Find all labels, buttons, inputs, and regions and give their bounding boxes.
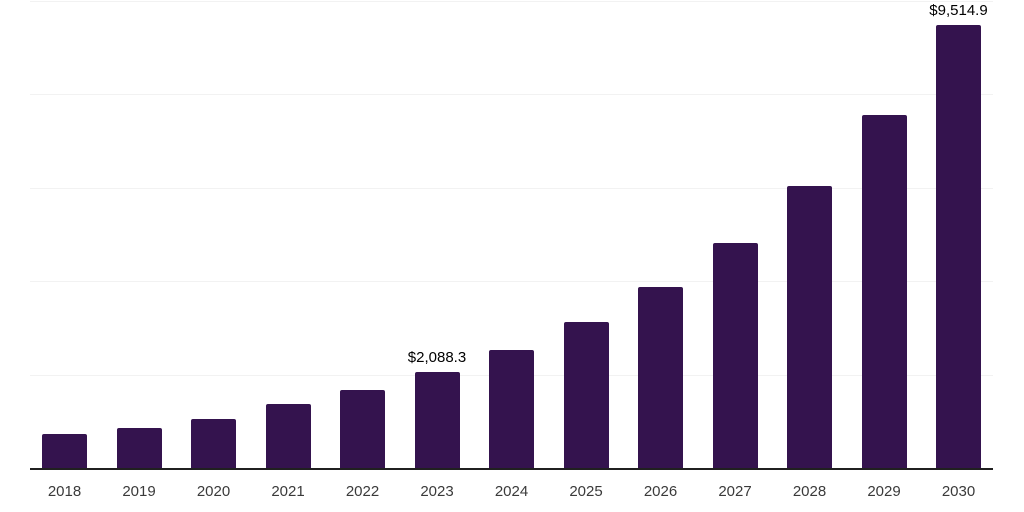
bar-2027 xyxy=(712,242,758,469)
bars-row: $2,088.3 $9,514.9 xyxy=(30,2,993,469)
x-axis-line xyxy=(30,468,993,470)
bar-group xyxy=(787,2,832,469)
bar-2029 xyxy=(861,114,907,469)
bar-group xyxy=(265,2,311,469)
bar-2030 xyxy=(936,24,981,469)
bar-2022 xyxy=(340,390,385,469)
x-axis-tick-label: 2027 xyxy=(718,483,752,500)
bar-2020 xyxy=(191,419,236,469)
bar-2025 xyxy=(563,321,609,469)
x-axis-tick-label: 2025 xyxy=(569,483,603,500)
bar-group xyxy=(116,2,162,469)
x-axis-tick-label: 2030 xyxy=(941,483,976,500)
x-axis-tick-label: 2020 xyxy=(196,483,231,500)
x-axis-tick-label: 2026 xyxy=(643,483,678,500)
bar-group xyxy=(489,2,534,469)
x-axis-labels: 2018 2019 2020 2021 2022 2023 2024 2025 2026 2027… xyxy=(30,483,993,500)
gridline xyxy=(30,281,993,283)
bar-chart: $2,088.3 $9,514.9 2018 2019 2020 2021 2022 202… xyxy=(30,0,993,512)
bar-value-label: $2,088.3 xyxy=(407,348,467,366)
x-axis-tick-label: 2029 xyxy=(867,483,901,500)
bar-group xyxy=(191,2,236,469)
bar-2024 xyxy=(489,349,534,469)
bar-group xyxy=(861,2,907,469)
x-axis-tick-label: 2022 xyxy=(345,483,380,500)
gridline xyxy=(30,187,993,189)
bar-value-label: $9,514.9 xyxy=(929,1,988,19)
bar-2023 xyxy=(414,371,460,469)
x-axis-tick-label: 2018 xyxy=(47,483,82,500)
x-axis-tick-label: 2021 xyxy=(271,483,305,500)
bar-group: $2,088.3 xyxy=(408,2,466,469)
bar-group: $9,514.9 xyxy=(929,2,988,469)
x-axis-tick-label: 2028 xyxy=(792,483,827,500)
gridline xyxy=(30,1,993,2)
bar-group xyxy=(638,2,683,469)
plot-area: $2,088.3 $9,514.9 xyxy=(30,1,993,470)
bar-2028 xyxy=(787,185,832,469)
x-axis-tick-label: 2024 xyxy=(494,483,529,500)
bar-2019 xyxy=(116,427,162,469)
bar-group xyxy=(340,2,385,469)
x-axis-tick-label: 2023 xyxy=(420,483,454,500)
bar-2026 xyxy=(638,286,683,469)
bar-2018 xyxy=(42,433,87,469)
bar-2021 xyxy=(265,404,311,469)
x-axis-tick-label: 2019 xyxy=(122,483,156,500)
bar-group xyxy=(712,2,758,469)
gridline xyxy=(30,94,993,96)
bar-group xyxy=(563,2,609,469)
bar-group xyxy=(42,2,87,469)
